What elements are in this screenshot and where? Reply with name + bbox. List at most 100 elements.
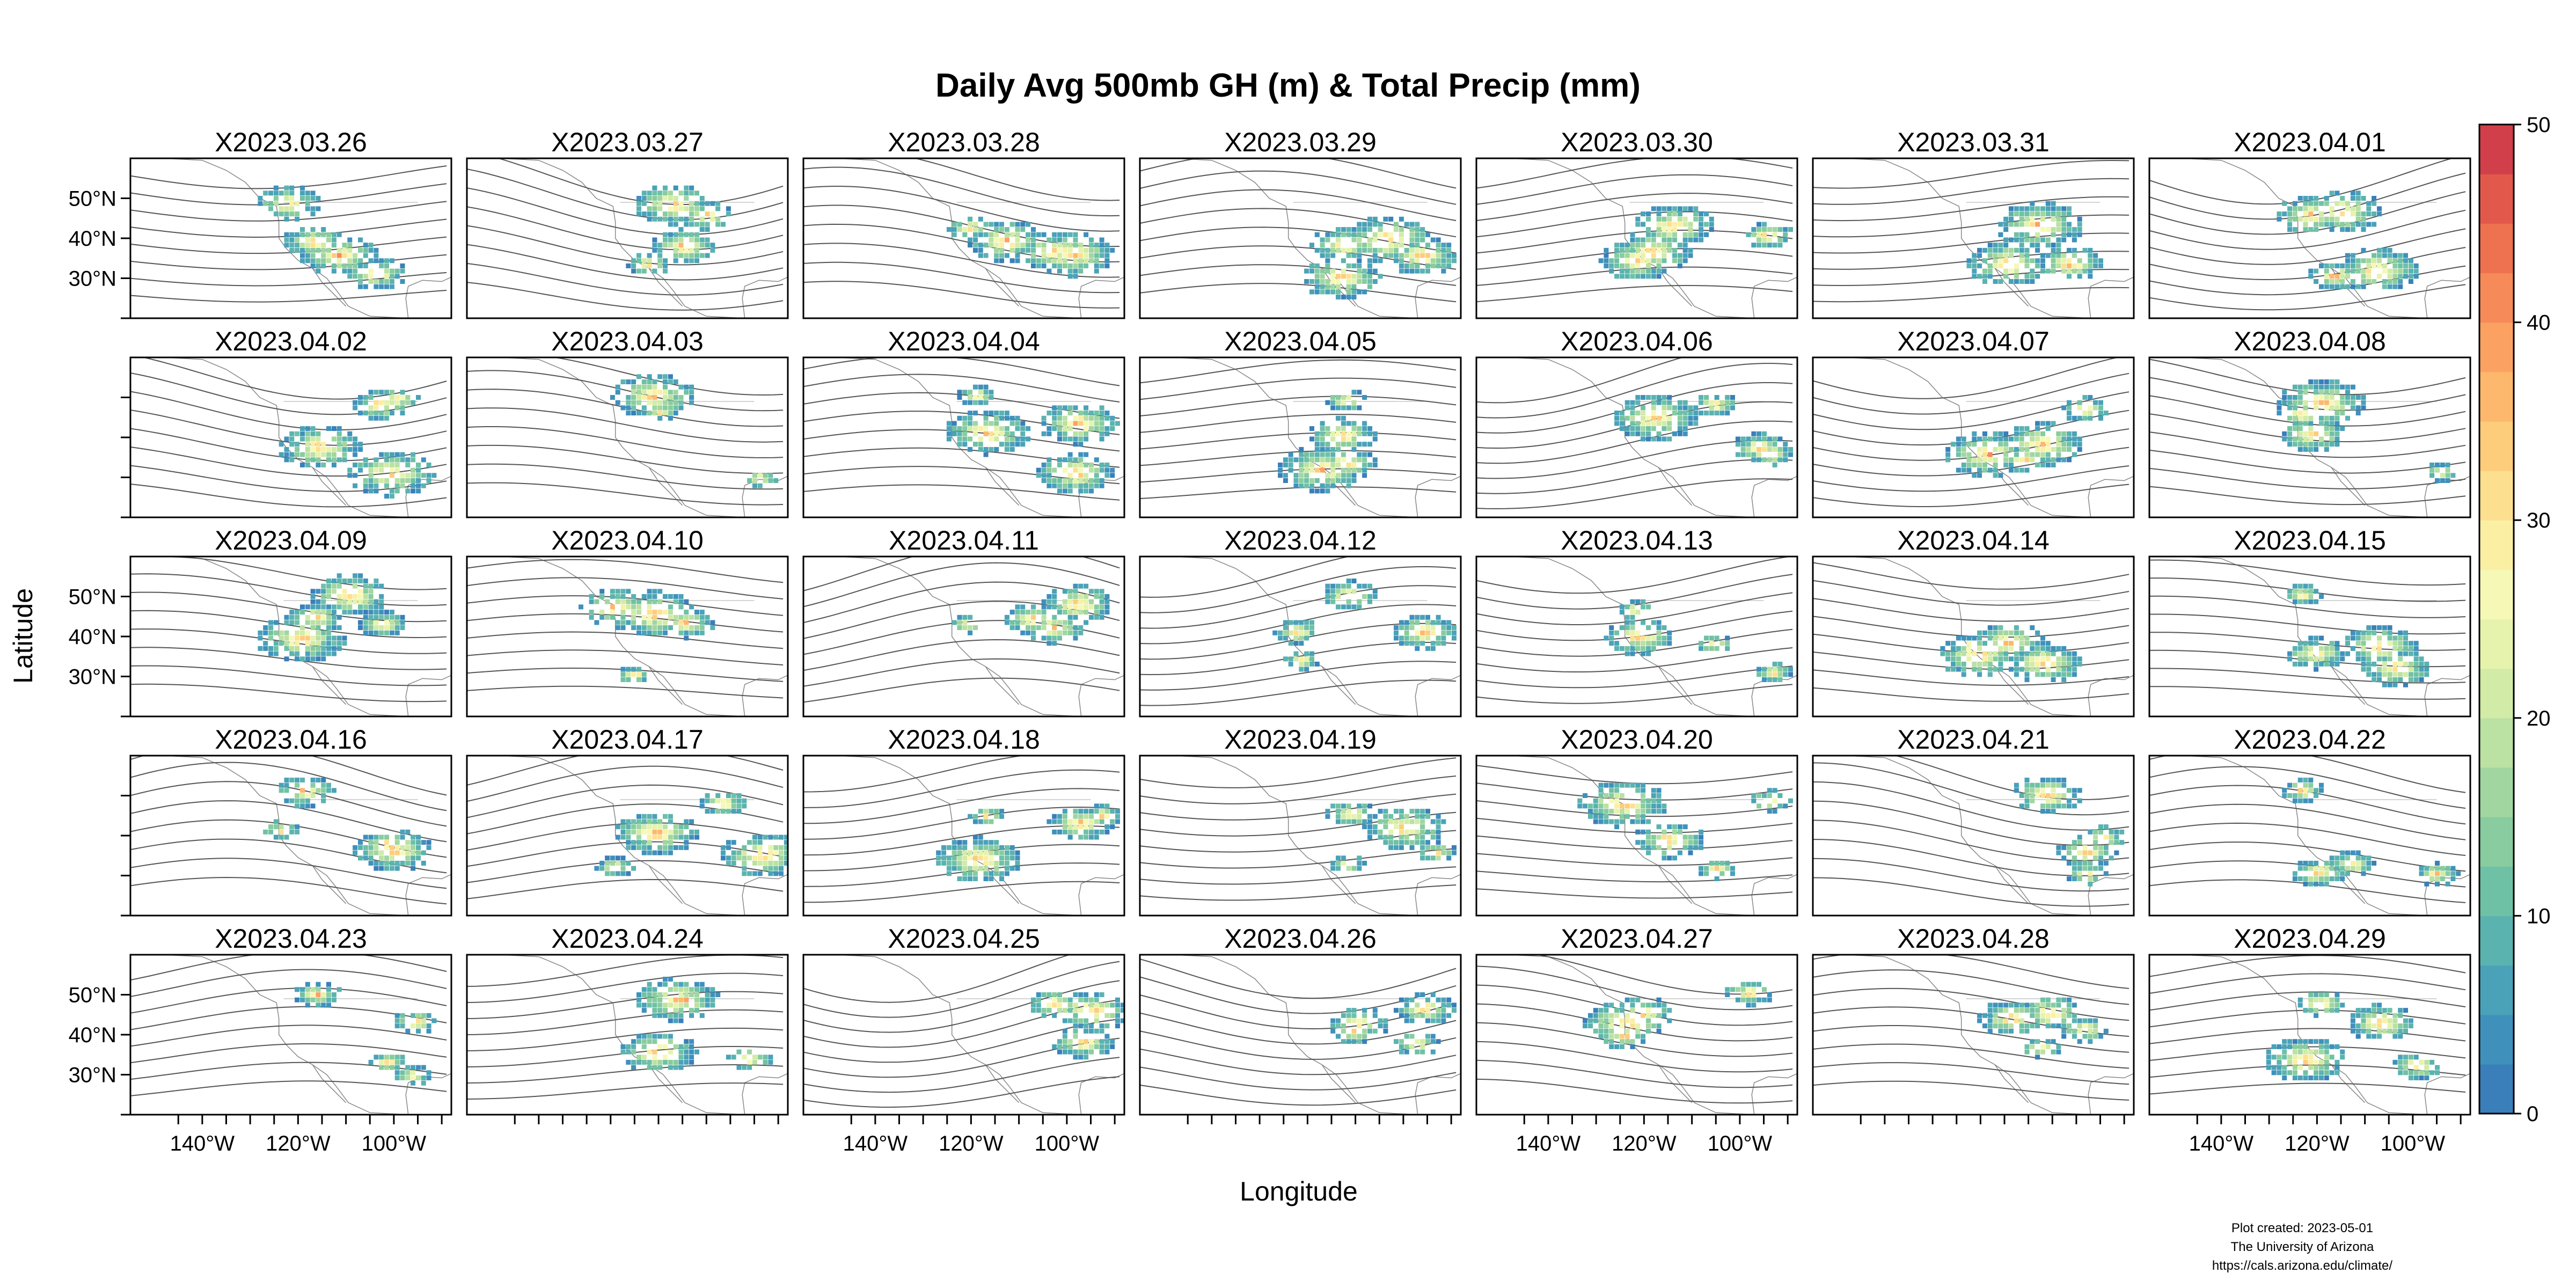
precip-cell — [1966, 467, 1972, 473]
precip-cell — [2077, 274, 2082, 279]
precip-cell — [2308, 641, 2314, 646]
precip-cell — [2014, 263, 2019, 268]
precip-cell — [1998, 656, 2003, 662]
precip-cell — [279, 191, 284, 196]
precip-cell — [731, 803, 736, 809]
precip-cell — [1656, 620, 1662, 625]
precip-cell — [1304, 635, 1309, 641]
precip-cell — [2314, 279, 2319, 284]
precip-cell — [994, 243, 999, 248]
precip-cell — [1309, 289, 1314, 295]
precip-cell — [726, 803, 731, 809]
precip-cell — [2287, 227, 2293, 232]
precip-cell — [1757, 232, 1762, 237]
precip-cell — [1956, 467, 1961, 473]
precip-cell — [1662, 436, 1667, 442]
precip-cell — [1099, 431, 1104, 436]
precip-cell — [647, 829, 652, 835]
precip-cell — [1635, 635, 1641, 641]
precip-cell — [641, 630, 647, 635]
precip-cell — [2009, 457, 2014, 463]
contour-line — [130, 683, 447, 702]
precip-cell — [2014, 625, 2019, 631]
precip-cell — [2408, 279, 2413, 284]
precip-cell — [2040, 646, 2045, 651]
precip-cell — [1772, 788, 1777, 793]
precip-cell — [1420, 247, 1425, 253]
precip-cell — [968, 222, 973, 227]
precip-cell — [1325, 589, 1330, 594]
precip-cell — [1394, 247, 1399, 253]
precip-cell — [673, 247, 678, 253]
precip-cell — [1619, 415, 1624, 421]
precip-cell — [2030, 279, 2035, 284]
precip-cell — [1420, 850, 1425, 855]
precip-cell — [1004, 855, 1009, 861]
precip-cell — [1346, 263, 1351, 268]
precip-cell — [1357, 426, 1362, 431]
precip-cell — [2324, 661, 2329, 667]
precip-cell — [1078, 610, 1084, 615]
precip-cell — [747, 840, 752, 845]
precip-cell — [1688, 415, 1693, 421]
precip-cell — [2067, 232, 2072, 237]
precip-cell — [1751, 431, 1757, 436]
precip-cell — [363, 247, 368, 253]
precip-cell — [2030, 431, 2035, 436]
precip-cell — [1078, 421, 1084, 426]
precip-cell — [400, 829, 405, 835]
precip-cell — [657, 610, 663, 615]
precip-cell — [1977, 247, 1982, 253]
precip-cell — [1099, 803, 1104, 809]
precip-cell — [1336, 232, 1341, 237]
precip-cell — [1972, 635, 1977, 641]
precip-cell — [2040, 442, 2045, 447]
precip-cell — [1993, 253, 1998, 258]
precip-cell — [284, 457, 289, 463]
precip-cell — [1404, 253, 1409, 258]
precip-cell — [368, 620, 374, 625]
precip-cell — [1094, 263, 1099, 268]
panel-title: X2023.04.10 — [551, 525, 704, 555]
precip-cell — [2329, 211, 2334, 217]
precip-cell — [2077, 876, 2082, 881]
precip-cell — [1073, 614, 1078, 620]
precip-cell — [973, 814, 978, 819]
contour-line — [467, 756, 784, 786]
precip-cell — [657, 589, 663, 594]
contour-line — [1140, 566, 1457, 613]
precip-cell — [2382, 284, 2387, 289]
precip-cell — [1288, 620, 1293, 625]
precip-cell — [389, 457, 394, 463]
precip-cell — [620, 604, 626, 610]
precip-cell — [2297, 196, 2303, 201]
precip-cell — [1089, 599, 1094, 604]
precip-cell — [668, 243, 673, 248]
precip-cell — [1046, 594, 1052, 599]
panel-frame — [1812, 755, 2135, 917]
precip-cell — [2003, 222, 2009, 227]
precip-cell — [2045, 672, 2051, 677]
precip-cell — [962, 431, 968, 436]
precip-cell — [1762, 672, 1767, 677]
precip-cell — [946, 866, 952, 871]
precip-cell — [684, 384, 689, 390]
precip-cell — [962, 442, 968, 447]
precip-cell — [2361, 274, 2366, 279]
contour-line — [2149, 613, 2466, 635]
precip-cell — [699, 237, 705, 243]
precip-cell — [2024, 452, 2030, 457]
panel-title: X2023.04.13 — [1561, 525, 1713, 555]
precip-cell — [2297, 788, 2303, 793]
precip-cell — [2067, 258, 2072, 264]
precip-cell — [1646, 216, 1651, 222]
precip-cell — [2308, 415, 2314, 421]
precip-cell — [1084, 253, 1089, 258]
precip-cell — [2061, 431, 2067, 436]
precip-cell — [358, 610, 363, 615]
precip-cell — [1367, 583, 1372, 589]
precip-cell — [321, 594, 326, 599]
precip-cell — [2297, 876, 2303, 881]
precip-cell — [636, 374, 641, 379]
coastline — [1846, 756, 2134, 916]
